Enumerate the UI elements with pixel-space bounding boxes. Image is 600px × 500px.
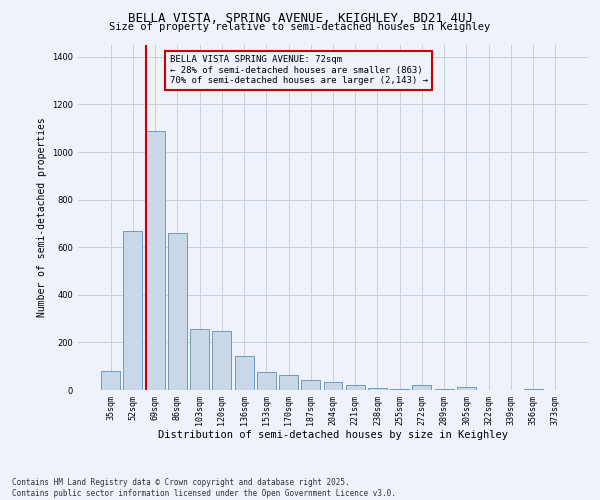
Bar [457,387,476,390]
Bar [279,374,298,390]
Bar [235,356,254,390]
Bar [212,330,231,390]
Bar [368,388,387,390]
X-axis label: Distribution of semi-detached houses by size in Keighley: Distribution of semi-detached houses by … [158,430,508,440]
Bar [101,371,120,390]
Bar [257,372,276,390]
Bar [524,389,542,390]
Y-axis label: Number of semi-detached properties: Number of semi-detached properties [37,118,47,318]
Text: BELLA VISTA SPRING AVENUE: 72sqm
← 28% of semi-detached houses are smaller (863): BELLA VISTA SPRING AVENUE: 72sqm ← 28% o… [170,56,428,85]
Bar [190,330,209,390]
Bar [346,385,365,390]
Text: BELLA VISTA, SPRING AVENUE, KEIGHLEY, BD21 4UJ: BELLA VISTA, SPRING AVENUE, KEIGHLEY, BD… [128,12,473,26]
Bar [390,389,409,390]
Bar [146,130,164,390]
Bar [323,382,343,390]
Text: Contains HM Land Registry data © Crown copyright and database right 2025.
Contai: Contains HM Land Registry data © Crown c… [12,478,396,498]
Bar [168,233,187,390]
Bar [301,380,320,390]
Bar [124,230,142,390]
Bar [412,385,431,390]
Text: Size of property relative to semi-detached houses in Keighley: Size of property relative to semi-detach… [109,22,491,32]
Bar [435,389,454,390]
